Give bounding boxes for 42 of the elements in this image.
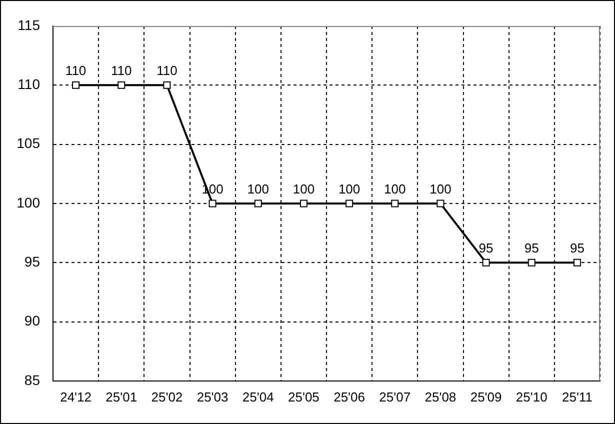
x-tick-label: 25'07 [379, 389, 411, 404]
data-label: 100 [430, 182, 452, 197]
x-tick-label: 25'01 [106, 389, 138, 404]
x-tick-label: 25'11 [562, 389, 592, 404]
x-tick-label: 25'05 [288, 389, 320, 404]
x-tick-label: 25'08 [424, 389, 456, 404]
y-tick-label: 115 [18, 16, 40, 33]
y-tick-label: 105 [16, 135, 40, 152]
data-label: 110 [156, 63, 178, 78]
point [254, 200, 262, 208]
y-tick-label: 85 [24, 372, 40, 388]
data-label: 110 [111, 63, 132, 78]
point [208, 200, 216, 208]
data-label: 100 [338, 182, 360, 197]
data-label: 100 [292, 182, 315, 197]
y-tick-label: 95 [24, 254, 40, 270]
point [573, 258, 581, 266]
x-tick-label: 25'02 [151, 389, 183, 404]
data-label: 95 [570, 240, 584, 256]
point [163, 81, 171, 89]
data-label: 100 [247, 182, 269, 197]
point [346, 200, 354, 208]
point [482, 258, 490, 266]
data-label: 100 [384, 182, 406, 197]
data-label: 110 [65, 63, 86, 78]
x-tick-label: 25'04 [242, 389, 274, 404]
x-tick-label: 24'12 [60, 389, 92, 404]
y-tick-label: 90 [24, 312, 40, 329]
y-tick-label: 110 [18, 76, 40, 92]
data-label: 95 [524, 240, 539, 256]
x-tick-label: 25'10 [516, 389, 548, 404]
point [528, 258, 536, 266]
y-tick-label: 100 [16, 194, 40, 210]
point [300, 200, 308, 208]
point [436, 200, 444, 208]
x-tick-label: 25'03 [196, 389, 228, 404]
x-tick-label: 25'06 [334, 389, 365, 404]
point [391, 200, 399, 208]
point [72, 81, 80, 89]
point [118, 81, 126, 89]
x-tick-label: 25'09 [470, 389, 502, 404]
data-label: 95 [478, 240, 494, 256]
